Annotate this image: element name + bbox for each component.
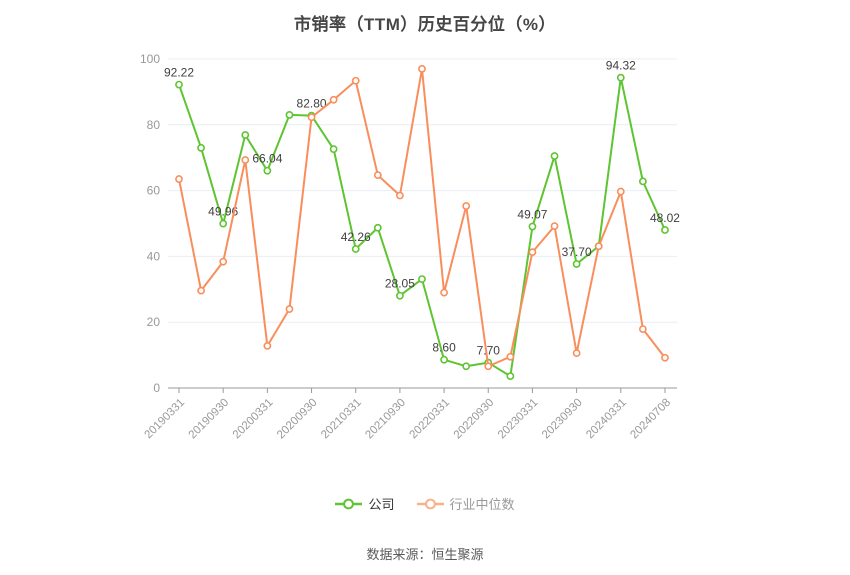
data-point-label: 82.80 <box>297 97 327 111</box>
data-point-marker <box>219 257 228 266</box>
data-point-marker <box>616 187 625 196</box>
data-point-marker <box>263 166 272 175</box>
data-point-marker <box>395 191 404 200</box>
data-point-marker <box>462 202 471 210</box>
y-axis-tick-label: 100 <box>140 52 160 66</box>
data-point-label: 49.96 <box>208 205 238 219</box>
data-point-marker <box>550 152 559 160</box>
data-point-label: 49.07 <box>517 208 547 222</box>
x-axis-tick-label: 20210331 <box>319 397 364 442</box>
legend-marker-company-icon <box>335 498 363 509</box>
y-axis-tick-label: 60 <box>147 184 161 198</box>
data-point-marker <box>197 143 205 152</box>
x-axis-tick-label: 20220930 <box>452 397 497 442</box>
data-point-marker <box>285 111 294 119</box>
data-point-marker <box>661 226 669 234</box>
data-point-marker <box>661 353 669 362</box>
x-axis-tick-label: 20190930 <box>187 397 232 442</box>
data-point-marker <box>638 177 647 186</box>
legend: 公司 行业中位数 <box>0 494 850 513</box>
data-source: 数据来源：恒生聚源 <box>366 547 484 562</box>
data-point-marker <box>572 260 581 268</box>
data-point-label: 94.32 <box>606 59 636 73</box>
data-point-marker <box>263 341 272 350</box>
data-point-label: 8.60 <box>432 341 456 355</box>
data-point-marker <box>241 131 250 139</box>
data-point-marker <box>351 76 360 85</box>
data-point-label: 37.70 <box>562 245 592 259</box>
data-point-marker <box>616 73 625 82</box>
data-point-marker <box>462 362 471 371</box>
data-point-label: 28.05 <box>385 277 415 291</box>
series-line-行业中位数 <box>178 67 666 368</box>
x-axis-tick-label: 20210930 <box>363 397 408 442</box>
data-point-marker <box>528 248 537 257</box>
x-axis-tick-label: 20200930 <box>275 397 320 442</box>
legend-label-company: 公司 <box>368 497 395 512</box>
data-point-marker <box>418 64 426 73</box>
data-point-marker <box>528 222 537 231</box>
data-point-marker <box>395 291 404 300</box>
data-point-label: 7.70 <box>477 344 501 358</box>
x-axis-tick-label: 20190331 <box>142 397 187 442</box>
x-axis-tick-label: 20220331 <box>408 397 453 442</box>
data-point-marker <box>329 95 338 104</box>
y-axis-tick-label: 40 <box>147 249 161 263</box>
data-point-marker <box>506 352 515 361</box>
x-axis-tick-label: 20200331 <box>231 397 276 442</box>
data-point-marker <box>506 372 515 381</box>
legend-item-company[interactable]: 公司 <box>335 494 395 513</box>
data-point-marker <box>484 362 493 371</box>
data-point-marker <box>550 222 559 231</box>
series-line-公司 <box>178 76 666 378</box>
data-point-marker <box>440 288 448 297</box>
y-axis-tick-label: 20 <box>147 315 161 329</box>
data-point-label: 42.26 <box>341 230 371 244</box>
data-point-marker <box>307 113 316 122</box>
data-point-marker <box>594 242 603 251</box>
data-point-marker <box>219 219 228 228</box>
data-point-marker <box>638 325 647 334</box>
data-point-marker <box>373 171 382 180</box>
data-point-marker <box>175 175 183 183</box>
data-point-marker <box>175 80 183 89</box>
data-point-marker <box>572 349 581 358</box>
x-axis-tick-label: 20230930 <box>540 397 585 442</box>
data-point-label: 66.04 <box>252 152 282 166</box>
data-point-marker <box>329 145 338 154</box>
legend-item-industry[interactable]: 行业中位数 <box>416 494 515 513</box>
data-point-label: 48.02 <box>650 211 680 225</box>
x-axis-tick-label: 20240708 <box>628 397 673 442</box>
data-point-marker <box>440 355 448 364</box>
legend-label-industry: 行业中位数 <box>449 497 515 512</box>
data-point-marker <box>197 286 205 295</box>
y-axis-tick-label: 0 <box>153 381 160 395</box>
legend-marker-industry-icon <box>416 498 444 509</box>
y-axis-tick-label: 80 <box>147 118 161 132</box>
x-axis-tick-label: 20240331 <box>584 397 629 442</box>
data-point-marker <box>241 156 250 164</box>
x-axis-tick-label: 20230331 <box>496 397 541 442</box>
data-point-marker <box>285 305 294 313</box>
chart-title: 市销率（TTM）历史百分位（%） <box>293 15 557 34</box>
data-point-marker <box>373 223 382 232</box>
data-point-marker <box>351 245 360 253</box>
data-point-marker <box>418 275 426 284</box>
data-point-label: 92.22 <box>164 66 194 80</box>
